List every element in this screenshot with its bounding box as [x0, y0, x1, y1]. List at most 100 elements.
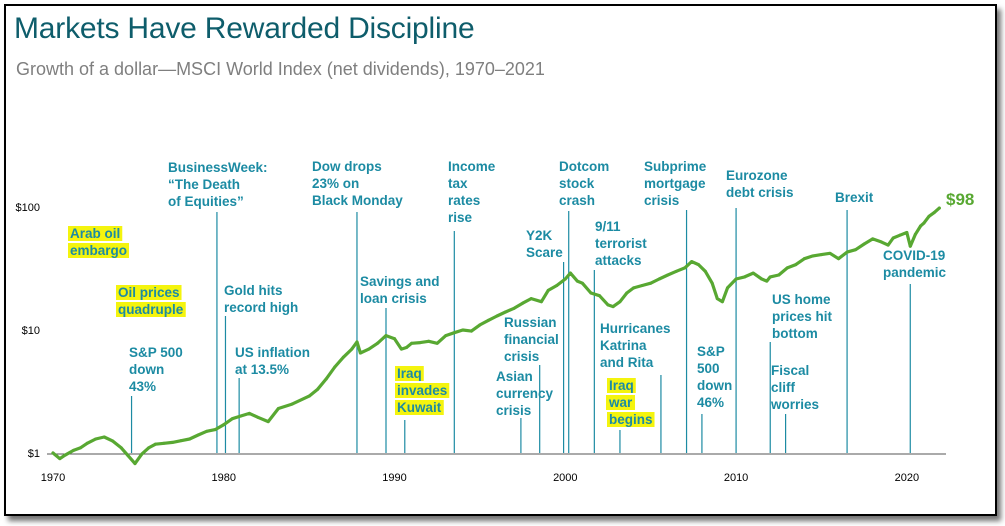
series-data-point	[495, 314, 499, 318]
series-data-point	[404, 346, 408, 350]
series-data-point	[341, 355, 345, 359]
annotation-text-line: S&P 500	[129, 345, 183, 360]
series-data-point	[905, 231, 909, 235]
series-data-point	[247, 411, 251, 415]
series-data-point	[393, 337, 397, 341]
annotation-text-line: US home	[772, 292, 831, 307]
annotation-text-line: debt crisis	[726, 185, 794, 200]
y-tick-label: $10	[22, 325, 40, 337]
annotation-text-line: Russian	[504, 315, 557, 330]
series-data-point	[785, 266, 789, 270]
series-data-point	[375, 341, 379, 345]
series-data-point	[720, 300, 724, 304]
series-data-point	[63, 453, 67, 457]
series-data-point	[743, 275, 747, 279]
series-data-point	[512, 306, 516, 310]
annotation-text-line: cliff	[771, 380, 796, 395]
series-data-point	[529, 297, 533, 301]
series-data-point	[674, 269, 678, 273]
series-data-point	[862, 242, 866, 246]
annotation-nine-eleven: 9/11 terrorist attacks	[595, 219, 647, 268]
x-tick-label: 1990	[382, 472, 406, 484]
series-data-point	[213, 428, 217, 432]
series-data-point	[575, 279, 579, 283]
annotation-text-line: worries	[770, 397, 819, 412]
series-data-point	[469, 329, 473, 333]
series-data-point	[879, 240, 883, 244]
annotation-text-line: quadruple	[118, 302, 184, 317]
annotation-text-line: Income	[448, 159, 496, 174]
annotation-text-line: 500	[697, 361, 720, 376]
series-data-point	[133, 462, 137, 466]
series-data-point	[478, 323, 482, 327]
series-data-point	[891, 236, 895, 240]
series-data-point	[625, 291, 629, 295]
annotation-text-line: 43%	[129, 379, 156, 394]
x-tick-label: 1970	[41, 472, 65, 484]
annotation-highlight	[395, 366, 424, 381]
annotation-text-line: Iraq	[609, 378, 634, 393]
annotation-text-line: terrorist	[595, 236, 647, 251]
annotation-sp500-down-46: S&P 500 down 46%	[697, 344, 732, 410]
annotation-text-line: US inflation	[235, 345, 310, 360]
series-data-point	[316, 387, 320, 391]
annotation-brexit: Brexit	[835, 190, 874, 205]
annotation-text-line: begins	[609, 412, 653, 427]
series-data-point	[266, 420, 270, 424]
annotation-text-line: Asian	[496, 369, 533, 384]
series-data-point	[222, 423, 226, 427]
annotation-text-line: Scare	[526, 245, 563, 260]
annotation-oil-prices-quadruple: Oil prices quadruple	[116, 285, 186, 317]
series-data-point	[871, 237, 875, 241]
series-data-point	[819, 253, 823, 257]
series-data-point	[444, 334, 448, 338]
series-data-point	[410, 341, 414, 345]
series-data-point	[568, 271, 572, 275]
series-data-point	[751, 271, 755, 275]
annotation-us-home-prices: US home prices hit bottom	[772, 292, 833, 341]
annotation-asian-currency: Asian currency crisis	[496, 369, 554, 418]
series-data-point	[768, 275, 772, 279]
series-data-point	[427, 339, 431, 343]
annotation-dow-drops: Dow drops 23% on Black Monday	[312, 159, 403, 208]
annotation-text-line: currency	[496, 386, 554, 401]
annotation-dotcom: Dotcom stock crash	[559, 159, 609, 208]
annotation-text-line: Fiscal	[771, 363, 809, 378]
series-data-point	[350, 347, 354, 351]
annotation-text-line: loan crisis	[360, 291, 427, 306]
annotation-gold-hits-record: Gold hits record high	[224, 283, 298, 315]
annotation-text-line: Dotcom	[559, 159, 609, 174]
series-data-point	[589, 291, 593, 295]
series-data-point	[640, 284, 644, 288]
series-data-point	[126, 454, 130, 458]
annotation-text-line: 9/11	[595, 219, 621, 234]
chart-title: Markets Have Rewarded Discipline	[14, 12, 475, 45]
series-data-point	[683, 266, 687, 270]
annotation-text-line: bottom	[772, 326, 818, 341]
series-data-point	[504, 310, 508, 314]
end-value-label: $98	[946, 190, 974, 209]
x-tick-label: 2010	[724, 472, 748, 484]
annotation-text-line: pandemic	[883, 265, 947, 280]
series-data-point	[435, 341, 439, 345]
annotation-text-line: rates	[448, 193, 480, 208]
annotation-hurricanes: Hurricanes Katrina and Rita	[600, 321, 671, 370]
annotation-text-line: crisis	[504, 349, 539, 364]
annotation-highlight	[606, 395, 636, 410]
annotation-text-line: financial	[504, 332, 559, 347]
series-data-point	[580, 281, 584, 285]
series-data-point	[461, 328, 465, 332]
series-data-point	[205, 429, 209, 433]
series-data-point	[521, 301, 525, 305]
series-data-point	[355, 340, 359, 344]
annotation-text-line: 23% on	[312, 176, 359, 191]
annotation-text-line: attacks	[595, 253, 642, 268]
series-data-point	[179, 439, 183, 443]
annotation-text-line: invades	[397, 383, 447, 398]
chart-subtitle: Growth of a dollar—MSCI World Index (net…	[16, 59, 545, 79]
annotation-highlight	[68, 243, 130, 258]
annotation-fiscal-cliff: Fiscal cliff worries	[770, 363, 819, 412]
annotation-russian-financial: Russian financial crisis	[504, 315, 559, 364]
annotation-highlight	[607, 378, 636, 393]
